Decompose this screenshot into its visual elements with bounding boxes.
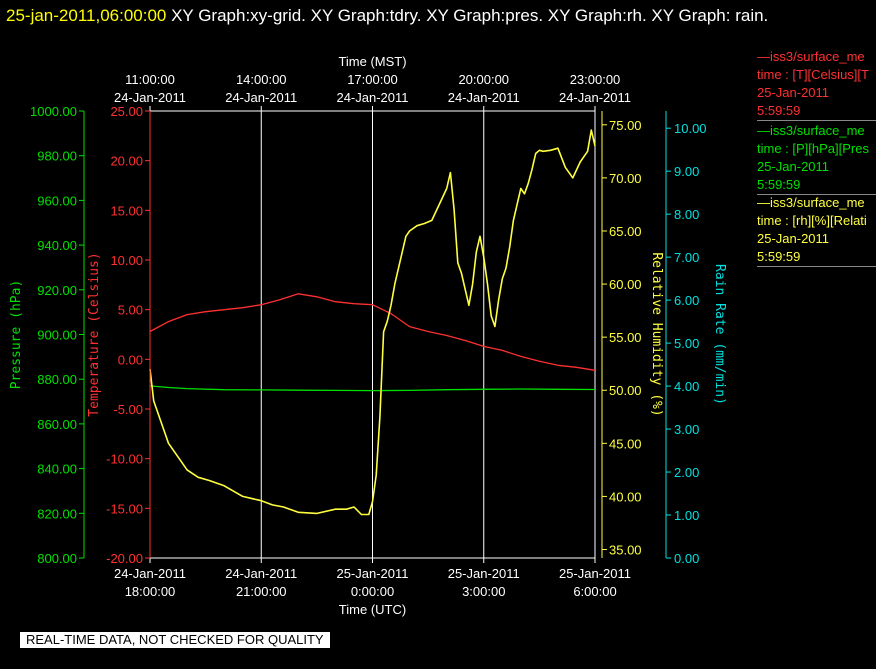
humidity-tick: 65.00: [609, 224, 642, 239]
bottom-axis-label: Time (UTC): [339, 602, 406, 617]
temperature-tick: 5.00: [118, 303, 143, 318]
top-axis-label: Time (MST): [338, 54, 406, 69]
rain-tick: 2.00: [674, 465, 699, 480]
legend-line4: 5:59:59: [757, 248, 876, 267]
rain-tick: 7.00: [674, 250, 699, 265]
rain-tick: 6.00: [674, 293, 699, 308]
rain-tick: 9.00: [674, 164, 699, 179]
top-tick-date: 24-Jan-2011: [559, 90, 631, 105]
rain-tick: 3.00: [674, 422, 699, 437]
pressure-tick: 800.00: [37, 551, 77, 566]
rain-tick: 10.00: [674, 121, 707, 136]
bottom-tick-date: 24-Jan-2011: [225, 566, 297, 581]
top-tick-time: 14:00:00: [236, 72, 287, 87]
top-tick-date: 24-Jan-2011: [225, 90, 297, 105]
pressure-tick: 840.00: [37, 462, 77, 477]
bottom-tick-time: 0:00:00: [351, 584, 394, 599]
rain-tick: 1.00: [674, 508, 699, 523]
legend-line1: —iss3/surface_me: [757, 49, 865, 64]
legend-line4: 5:59:59: [757, 176, 876, 195]
top-tick-time: 11:00:00: [125, 72, 175, 87]
temperature-tick: 15.00: [110, 203, 143, 218]
series-line-pressure: [149, 385, 596, 392]
humidity-tick: 50.00: [609, 383, 642, 398]
temperature-tick: 25.00: [110, 104, 143, 119]
legend-entry-humidity: —iss3/surface_me time : [rh][%][Relati 2…: [757, 194, 876, 267]
bottom-tick-time: 21:00:00: [236, 584, 287, 599]
rain-axis-label: Rain Rate (mm/min): [712, 264, 727, 405]
top-tick-date: 24-Jan-2011: [448, 90, 520, 105]
bottom-tick-time: 3:00:00: [462, 584, 505, 599]
pressure-tick: 1000.00: [30, 104, 77, 119]
humidity-axis-label: Relative Humidity (%): [649, 252, 664, 416]
top-tick-time: 20:00:00: [458, 72, 509, 87]
legend-line2: time : [P][hPa][Pres: [757, 141, 869, 156]
legend-line3: 25-Jan-2011: [757, 85, 830, 100]
top-tick-time: 17:00:00: [347, 72, 398, 87]
top-tick-time: 23:00:00: [570, 72, 621, 87]
pressure-tick: 860.00: [37, 417, 77, 432]
pressure-tick: 920.00: [37, 283, 77, 298]
quality-notice: REAL-TIME DATA, NOT CHECKED FOR QUALITY: [20, 632, 330, 648]
top-tick-date: 24-Jan-2011: [336, 90, 408, 105]
temperature-tick: -20.00: [106, 551, 143, 566]
bottom-tick-date: 25-Jan-2011: [336, 566, 408, 581]
temperature-tick: 0.00: [118, 352, 143, 367]
pressure-tick: 880.00: [37, 372, 77, 387]
temperature-tick: -10.00: [106, 452, 143, 467]
top-tick-date: 24-Jan-2011: [114, 90, 186, 105]
humidity-tick: 75.00: [609, 118, 642, 133]
temperature-axis-label: Temperature (Celsius): [87, 252, 102, 416]
grid-lines: [260, 111, 596, 558]
humidity-tick: 60.00: [609, 277, 642, 292]
rain-tick: 8.00: [674, 207, 699, 222]
bottom-tick-time: 6:00:00: [573, 584, 616, 599]
series-line-temperature: [149, 293, 596, 371]
legend-entry-pressure: —iss3/surface_me time : [P][hPa][Pres 25…: [757, 122, 876, 195]
legend-line1: —iss3/surface_me: [757, 123, 865, 138]
series-lines: [149, 129, 596, 516]
legend-line2: time : [rh][%][Relati: [757, 213, 867, 228]
bottom-tick-time: 18:00:00: [125, 584, 176, 599]
humidity-tick: 35.00: [609, 543, 642, 558]
humidity-tick: 70.00: [609, 171, 642, 186]
bottom-tick-date: 25-Jan-2011: [448, 566, 520, 581]
page-header: 25-jan-2011,06:00:00 XY Graph:xy-grid. X…: [6, 2, 866, 30]
temperature-tick: 20.00: [110, 154, 143, 169]
temperature-tick: -5.00: [113, 402, 143, 417]
bottom-tick-date: 25-Jan-2011: [559, 566, 631, 581]
rain-tick: 5.00: [674, 336, 699, 351]
legend-line3: 25-Jan-2011: [757, 159, 830, 174]
humidity-tick: 40.00: [609, 489, 642, 504]
legend-entry-temperature: —iss3/surface_me time : [T][Celsius][T 2…: [757, 48, 876, 121]
pressure-tick: 900.00: [37, 328, 77, 343]
temperature-tick: -15.00: [106, 501, 143, 516]
header-title: XY Graph:xy-grid. XY Graph:tdry. XY Grap…: [166, 6, 769, 25]
humidity-tick: 55.00: [609, 330, 642, 345]
bottom-tick-date: 24-Jan-2011: [114, 566, 186, 581]
pressure-tick: 960.00: [37, 193, 77, 208]
humidity-tick: 45.00: [609, 436, 642, 451]
pressure-tick: 820.00: [37, 506, 77, 521]
temperature-tick: 10.00: [110, 253, 143, 268]
rain-tick: 4.00: [674, 379, 699, 394]
pressure-axis-label: Pressure (hPa): [9, 280, 24, 390]
legend-line2: time : [T][Celsius][T: [757, 67, 869, 82]
pressure-tick: 980.00: [37, 149, 77, 164]
pressure-tick: 940.00: [37, 238, 77, 253]
axes: 11:00:00 24-Jan-2011 14:00:00 24-Jan-2011 17…: [9, 54, 727, 617]
legend-line4: 5:59:59: [757, 102, 876, 121]
series-line-humidity: [149, 129, 596, 516]
legend-line3: 25-Jan-2011: [757, 231, 830, 246]
header-timestamp: 25-jan-2011,06:00:00: [6, 6, 167, 25]
rain-tick: 0.00: [674, 551, 699, 566]
legend-line1: —iss3/surface_me: [757, 195, 865, 210]
